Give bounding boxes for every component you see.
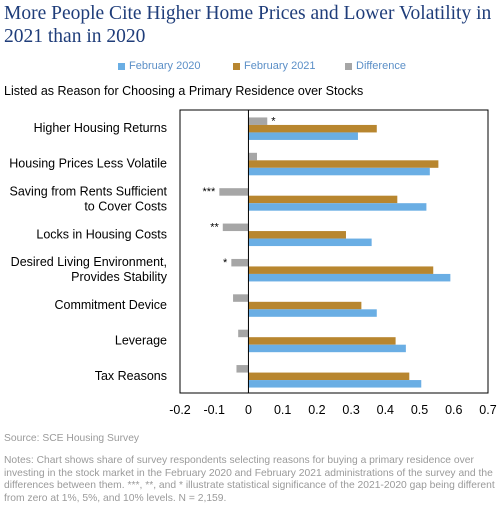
category-label: Desired Living Environment, — [11, 255, 167, 269]
bar-difference — [248, 117, 268, 125]
legend-label-feb-2020: February 2020 — [129, 60, 201, 72]
legend-item-feb-2021: February 2021 — [233, 60, 316, 72]
legend-item-feb-2020: February 2020 — [118, 60, 201, 72]
x-tick-label: 0.6 — [445, 403, 462, 417]
bar-feb-2020 — [248, 273, 451, 282]
bar-difference — [231, 258, 249, 267]
significance-label: *** — [203, 186, 217, 198]
bar-difference — [222, 223, 249, 232]
bar-feb-2020 — [248, 238, 372, 247]
bar-feb-2020 — [248, 203, 427, 211]
significance-label: * — [223, 257, 228, 269]
category-label: Housing Prices Less Volatile — [9, 157, 167, 171]
bar-feb-2020 — [248, 380, 422, 388]
x-tick-label: 0.5 — [411, 403, 428, 417]
legend-label-difference: Difference — [356, 60, 406, 72]
bar-feb-2020 — [248, 344, 406, 353]
x-tick-label: 0.3 — [342, 403, 359, 417]
bar-feb-2021 — [248, 301, 362, 310]
category-label: Locks in Housing Costs — [36, 227, 167, 241]
bar-feb-2021 — [248, 372, 410, 381]
legend-label-feb-2021: February 2021 — [244, 60, 316, 72]
x-tick-label: -0.2 — [169, 403, 191, 417]
x-tick-label: 0.4 — [377, 403, 394, 417]
bar-feb-2021 — [248, 337, 396, 345]
category-label: Higher Housing Returns — [34, 121, 167, 135]
bar-difference — [219, 188, 249, 196]
legend-swatch-difference — [345, 62, 352, 70]
notes-text: Notes: Chart shows share of survey respo… — [4, 455, 495, 504]
source-note: Source: SCE Housing Survey — [4, 433, 140, 444]
legend-swatch-feb-2020 — [118, 62, 125, 70]
category-label: Commitment Device — [54, 298, 167, 312]
bar-difference — [248, 152, 257, 161]
bar-feb-2021 — [248, 124, 377, 133]
bar-difference — [238, 329, 249, 338]
x-tick-label: 0.7 — [479, 403, 496, 417]
bar-feb-2020 — [248, 132, 358, 140]
x-tick-label: 0.2 — [308, 403, 325, 417]
chart-subtitle: Listed as Reason for Choosing a Primary … — [4, 84, 364, 98]
plot-frame — [179, 109, 489, 394]
x-tick-label: -0.1 — [203, 403, 225, 417]
bar-feb-2020 — [248, 167, 430, 176]
significance-label: * — [271, 115, 276, 127]
bar-chart: * Higher Housing Returns Housing Prices Le… — [9, 109, 497, 417]
category-label: Saving from Rents Sufficient — [10, 184, 168, 198]
significance-label: ** — [210, 222, 219, 234]
bar-feb-2021 — [248, 231, 346, 239]
bar-feb-2021 — [248, 266, 434, 274]
bar-feb-2020 — [248, 309, 377, 317]
category-label: to Cover Costs — [84, 199, 167, 213]
x-tick-label: 0 — [245, 403, 252, 417]
category-label: Provides Stability — [71, 270, 168, 284]
category-label: Leverage — [115, 333, 167, 347]
bar-feb-2021 — [248, 160, 439, 168]
bar-difference — [236, 365, 249, 373]
x-tick-label: 0.1 — [274, 403, 291, 417]
legend-swatch-feb-2021 — [233, 62, 240, 70]
category-label: Tax Reasons — [95, 369, 167, 383]
bar-difference — [233, 294, 249, 302]
chart-title: More People Cite Higher Home Prices and … — [4, 3, 492, 47]
bar-feb-2021 — [248, 195, 398, 204]
legend-item-difference: Difference — [345, 60, 406, 72]
